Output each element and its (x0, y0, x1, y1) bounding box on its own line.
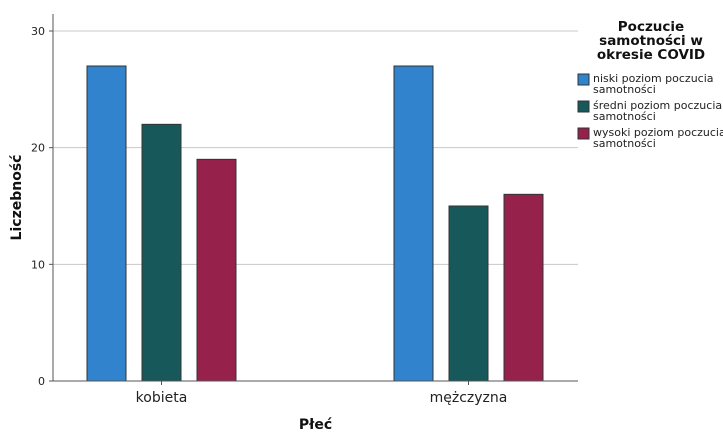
bar-kobieta-series-2 (196, 158, 237, 382)
y-axis-title: Liczebność (9, 155, 25, 241)
y-tick-label-30: 30 (31, 25, 45, 38)
legend-title-line-0: Poczucie (618, 19, 684, 35)
bar-mężczyzna-series-0 (393, 65, 434, 382)
legend-label-2-line-1: samotności (593, 137, 656, 150)
x-axis-title: Płeć (299, 417, 332, 433)
legend-title-line-2: okresie COVID (597, 47, 705, 63)
x-tick-label-kobieta: kobieta (136, 390, 188, 406)
legend-swatch-0 (577, 73, 590, 86)
legend-label-0-line-0: niski poziom poczucia (593, 72, 714, 85)
legend-swatch-1 (577, 100, 590, 113)
bar-mężczyzna-series-2 (503, 193, 544, 382)
bar-kobieta-series-0 (86, 65, 127, 382)
y-tick-label-10: 10 (31, 258, 45, 271)
legend-label-1-line-1: samotności (593, 110, 656, 123)
bar-kobieta-series-1 (141, 123, 182, 382)
legend-label-2-line-0: wysoki poziom poczucia (593, 126, 723, 139)
y-tick-label-20: 20 (31, 142, 45, 155)
legend-label-0-line-1: samotności (593, 83, 656, 96)
bar-mężczyzna-series-1 (448, 205, 489, 382)
y-tick-label-0: 0 (38, 375, 45, 388)
legend-swatch-2 (577, 127, 590, 140)
legend-title-line-1: samotności w (599, 33, 703, 49)
x-tick-label-mężczyzna: mężczyzna (430, 390, 508, 406)
legend-label-1-line-0: średni poziom poczucia (593, 99, 722, 112)
